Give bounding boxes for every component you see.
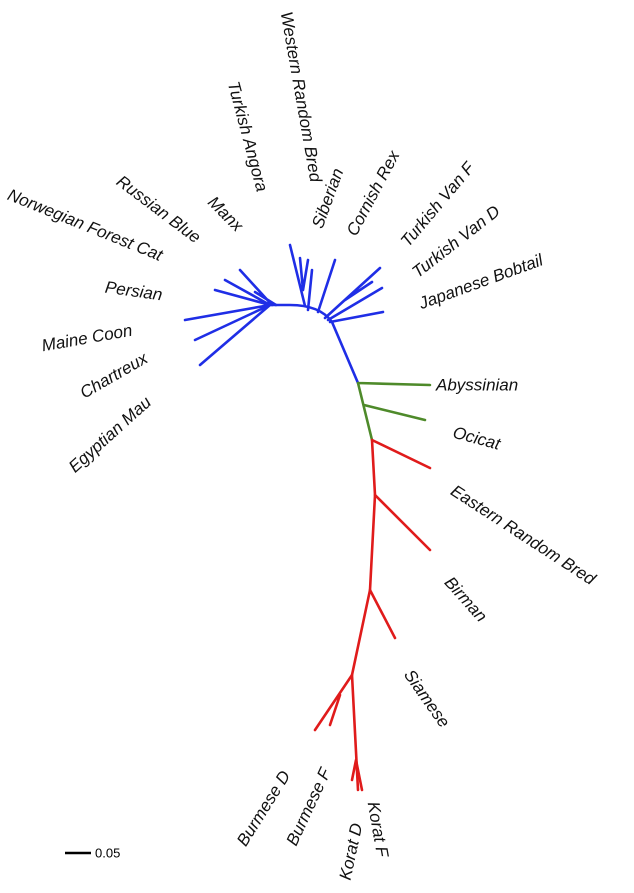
blue-branches xyxy=(183,243,385,385)
red-branches xyxy=(313,438,432,792)
leaf-label: Ocicat xyxy=(451,423,504,454)
leaf-label: Maine Coon xyxy=(40,321,134,356)
leaf-label: Western Random Bred xyxy=(277,10,326,184)
leaf-label: Korat F xyxy=(364,800,393,860)
leaf-label: Turkish Angora xyxy=(224,79,272,193)
leaf-label: Persian xyxy=(104,278,164,305)
leaf-labels: Western Random Bred Turkish Angora Siber… xyxy=(5,10,599,882)
green-branches xyxy=(356,381,432,442)
leaf-label: Siamese xyxy=(400,666,454,731)
leaf-label: Egyptian Mau xyxy=(65,392,155,476)
leaf-label: Birman xyxy=(441,573,491,626)
scale-label: 0.05 xyxy=(95,845,120,860)
leaf-label: Korat D xyxy=(336,821,367,881)
leaf-label: Abyssinian xyxy=(435,375,518,394)
leaf-label: Cornish Rex xyxy=(343,147,404,239)
leaf-label: Eastern Random Bred xyxy=(447,481,599,589)
leaf-label: Manx xyxy=(204,193,247,236)
